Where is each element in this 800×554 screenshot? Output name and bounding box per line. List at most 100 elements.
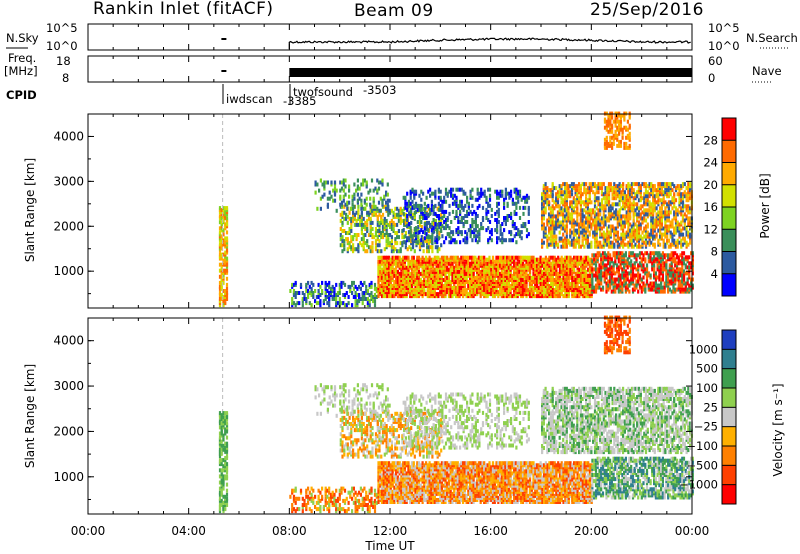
power-cell [565, 210, 568, 215]
power-cell [556, 218, 560, 223]
power-cell [400, 278, 403, 282]
power-cell [451, 288, 454, 293]
power-cell [391, 259, 394, 264]
power-cell [454, 255, 458, 260]
power-cell [572, 200, 575, 205]
power-cell [601, 285, 605, 290]
power-cell [508, 214, 511, 218]
power-cell [406, 201, 409, 206]
power-cell [549, 230, 552, 235]
power-cell [565, 200, 568, 205]
power-cell [421, 280, 424, 284]
power-cell [491, 288, 495, 293]
power-cell [476, 224, 479, 229]
power-cell [406, 236, 409, 241]
power-cell [469, 234, 472, 239]
power-cell [576, 228, 579, 233]
power-cell [516, 261, 519, 266]
power-cell [462, 205, 465, 210]
power-cell [578, 182, 581, 187]
power-cell [437, 269, 440, 274]
power-cell [362, 245, 365, 250]
power-cell [431, 249, 434, 254]
power-cell [495, 259, 498, 264]
power-cell [430, 207, 433, 212]
power-cell [467, 292, 470, 297]
power-cell [653, 184, 656, 189]
power-cell [481, 205, 485, 210]
power-cell [388, 278, 391, 282]
power-cell [523, 255, 526, 260]
power-cell [458, 259, 461, 264]
power-cell [331, 284, 334, 289]
power-cell [417, 255, 421, 260]
power-cell [406, 247, 409, 252]
power-cell [459, 187, 462, 192]
power-cell [496, 209, 499, 214]
power-cell [481, 191, 485, 196]
nsky-label: N.Sky [6, 31, 39, 45]
power-cell [354, 295, 357, 299]
power-cell [422, 191, 425, 196]
power-cell [396, 222, 399, 227]
power-cell [570, 212, 574, 217]
power-cell [343, 293, 347, 297]
power-cell [504, 259, 507, 264]
power-cell [392, 210, 395, 215]
power-cell [305, 282, 308, 287]
power-cell [437, 207, 440, 212]
power-cell [542, 190, 545, 195]
power-cell [416, 207, 419, 212]
power-cell [362, 206, 365, 211]
power-cell [580, 284, 583, 288]
power-cell [347, 301, 350, 306]
power-cell [339, 243, 342, 248]
power-cell [469, 269, 472, 274]
power-cell [373, 282, 377, 287]
power-cell [562, 275, 565, 280]
power-cell [430, 228, 433, 233]
power-cell [524, 195, 527, 200]
power-cell [441, 209, 444, 214]
power-cell [558, 220, 561, 225]
power-cell [440, 212, 443, 217]
power-cell [417, 259, 421, 264]
power-cell [593, 240, 597, 245]
power-cell [440, 261, 443, 266]
power-cell [345, 291, 348, 295]
power-cell [685, 226, 688, 231]
power-cell [555, 288, 558, 293]
power-cell [550, 265, 553, 270]
power-cell [516, 269, 519, 274]
power-cell [389, 241, 392, 246]
power-cell [383, 204, 386, 209]
power-cell [662, 238, 665, 243]
power-cell [632, 218, 635, 223]
power-cell [534, 259, 537, 264]
power-cell [301, 297, 304, 301]
power-cell [355, 218, 358, 223]
power-cell [441, 203, 444, 208]
power-cell [556, 200, 560, 205]
power-cell [460, 255, 463, 260]
nsky-tick-top: 10^5 [46, 21, 78, 35]
power-cell [352, 235, 355, 240]
power-cell [425, 255, 428, 260]
power-cell [437, 214, 440, 218]
power-cell [586, 210, 589, 215]
power-cell [495, 255, 498, 260]
power-cell [420, 225, 423, 229]
power-cell [524, 224, 527, 229]
power-cell [381, 235, 385, 240]
power-cell [576, 210, 579, 215]
power-cell [576, 206, 579, 211]
power-cell [339, 218, 342, 223]
power-cell [411, 238, 414, 243]
power-cell [436, 206, 439, 211]
power-cell [382, 263, 385, 268]
power-cell [506, 214, 509, 218]
power-cell [504, 278, 507, 282]
power-cell [595, 184, 598, 189]
power-cell [569, 288, 572, 293]
power-cell [506, 218, 509, 222]
